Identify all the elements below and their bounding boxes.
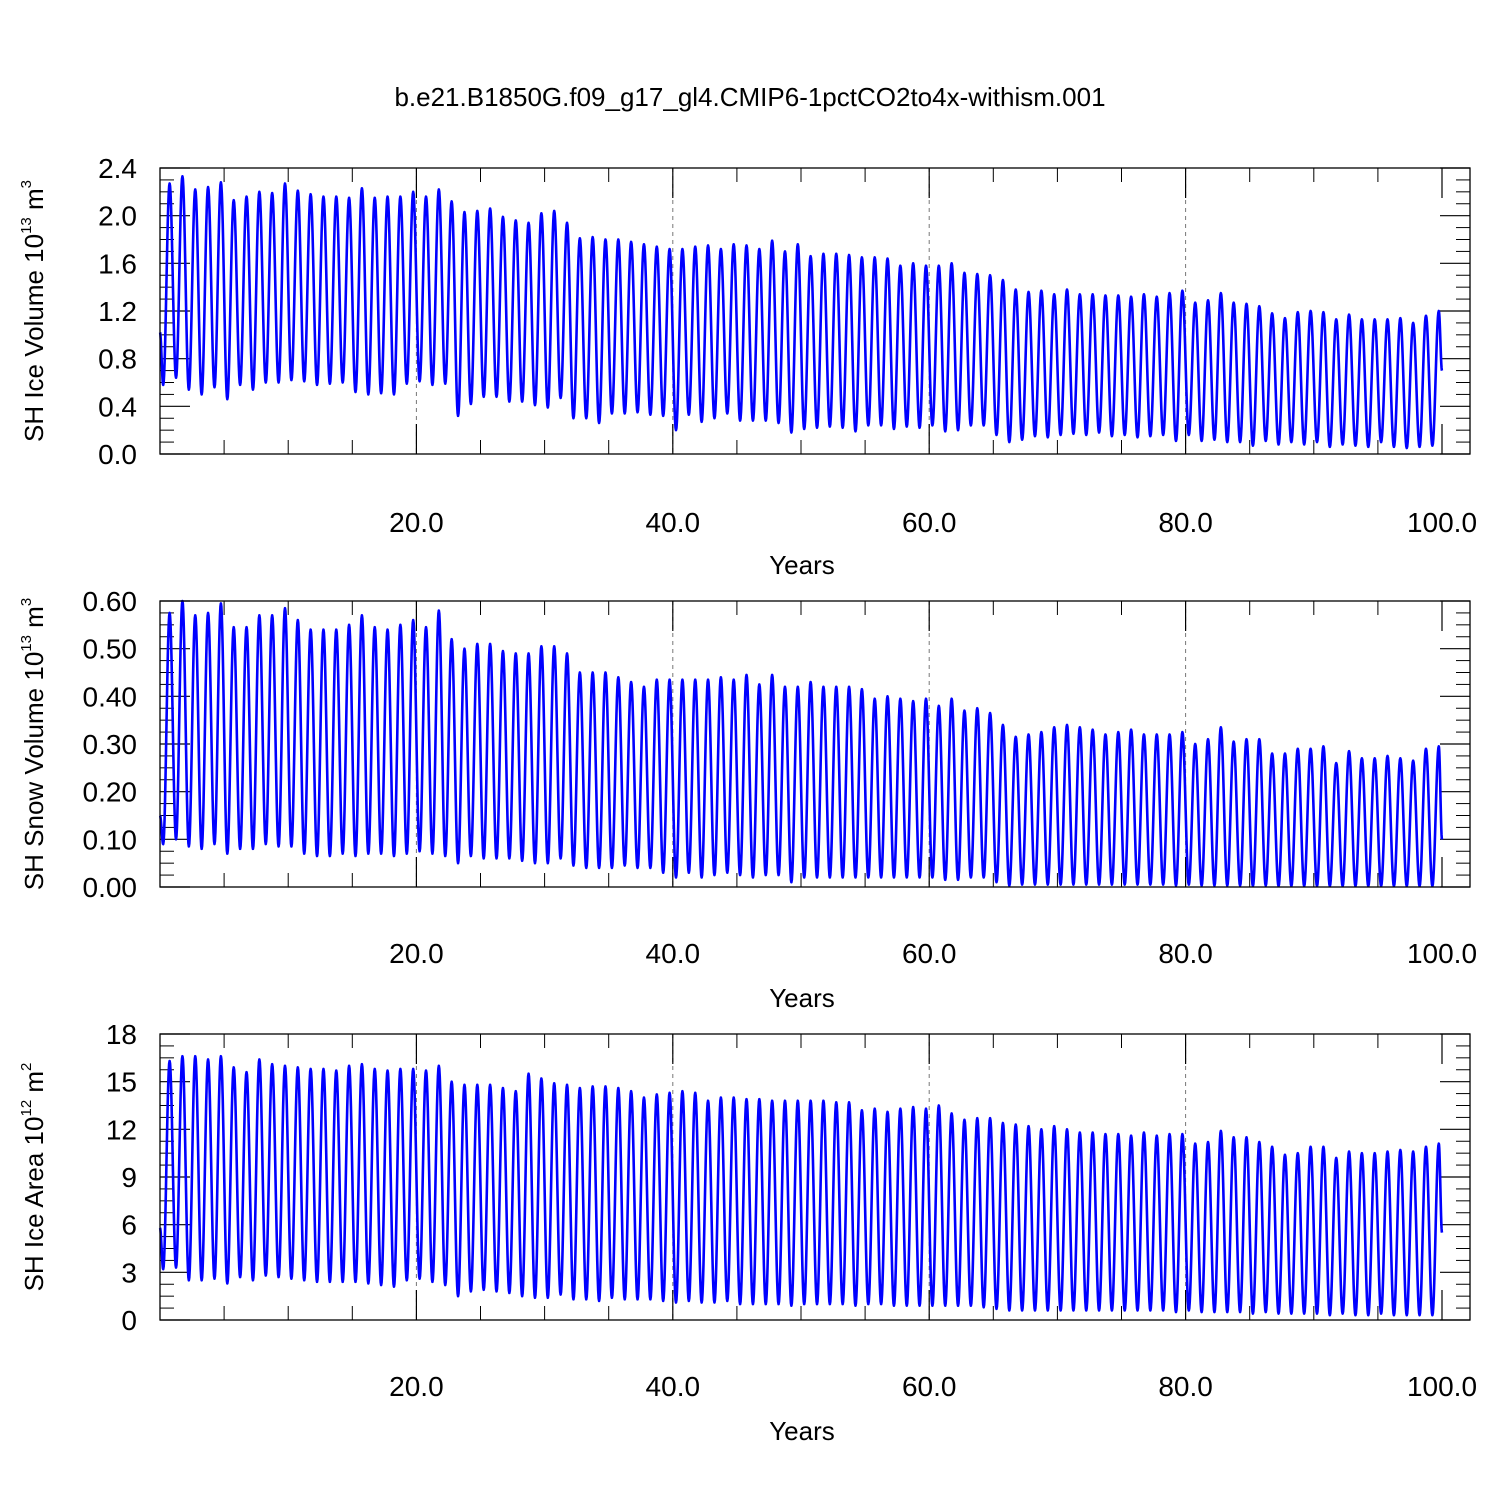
y-tick-label: 0.60	[83, 586, 138, 617]
y-tick-label: 0	[121, 1305, 137, 1336]
y-tick-label: 0.40	[83, 681, 138, 712]
y-tick-label: 0.10	[83, 824, 138, 855]
series-line	[158, 1054, 1444, 1317]
y-tick-label: 0.30	[83, 729, 138, 760]
plot-frame	[159, 1033, 1471, 1321]
y-tick-label: 18	[106, 1019, 137, 1050]
y-tick-label: 1.2	[98, 296, 137, 327]
x-tick-label: 80.0	[1158, 1371, 1213, 1402]
y-tick-label: 0.8	[98, 344, 137, 375]
x-tick-label: 20.0	[389, 1371, 444, 1402]
panels: 0.0 0.4 0.8 1.2 1.6 2.0 2.4 20.0 40.0 60.0 80.0 100…	[18, 153, 1477, 1446]
y-tick-label: 0.50	[83, 634, 138, 665]
y-tick-label: 2.4	[98, 153, 137, 184]
y-tick-label: 2.0	[98, 201, 137, 232]
x-tick-label: 20.0	[389, 938, 444, 969]
panel-2: 0.00 0.10 0.20 0.30 0.40 0.50 0.60 20.0 40.0 60.0…	[18, 586, 1477, 1013]
panel-1: 0.0 0.4 0.8 1.2 1.6 2.0 2.4 20.0 40.0 60.0 80.0 100…	[18, 153, 1477, 580]
series-line	[158, 599, 1444, 888]
y-axis-label: SH Ice Volume 1013 m3	[18, 180, 49, 442]
y-tick-label: 0.0	[98, 439, 137, 470]
x-tick-label: 20.0	[389, 507, 444, 538]
plot-frame	[159, 167, 1471, 455]
y-tick-label: 9	[121, 1162, 137, 1193]
y-tick-label: 3	[121, 1257, 137, 1288]
figure-title: b.e21.B1850G.f09_g17_gl4.CMIP6-1pctCO2to…	[394, 82, 1105, 112]
x-tick-label: 100.0	[1407, 938, 1477, 969]
x-tick-label: 100.0	[1407, 507, 1477, 538]
x-tick-label: 40.0	[646, 507, 701, 538]
x-axis-label: Years	[769, 550, 835, 580]
x-tick-label: 80.0	[1158, 938, 1213, 969]
y-tick-label: 0.4	[98, 391, 137, 422]
y-tick-label: 0.00	[83, 872, 138, 903]
x-tick-label: 60.0	[902, 507, 957, 538]
x-axis-label: Years	[769, 1416, 835, 1446]
y-tick-label: 15	[106, 1067, 137, 1098]
x-tick-label: 40.0	[646, 938, 701, 969]
y-tick-label: 12	[106, 1114, 137, 1145]
y-tick-label: 1.6	[98, 248, 137, 279]
x-tick-label: 60.0	[902, 1371, 957, 1402]
x-axis-label: Years	[769, 983, 835, 1013]
y-tick-label: 0.20	[83, 777, 138, 808]
y-axis-label: SH Ice Area 1012 m2	[18, 1063, 49, 1292]
y-tick-label: 6	[121, 1210, 137, 1241]
x-tick-label: 80.0	[1158, 507, 1213, 538]
y-axis-label: SH Snow Volume 1013 m3	[18, 598, 49, 890]
series-line	[158, 175, 1444, 450]
plot-frame	[159, 600, 1471, 888]
x-tick-label: 100.0	[1407, 1371, 1477, 1402]
panel-3: 0 3 6 9 12 15 18 20.0 40.0 60.0 80.0 100.0 Years SH I…	[18, 1019, 1477, 1446]
x-tick-label: 40.0	[646, 1371, 701, 1402]
x-tick-label: 60.0	[902, 938, 957, 969]
